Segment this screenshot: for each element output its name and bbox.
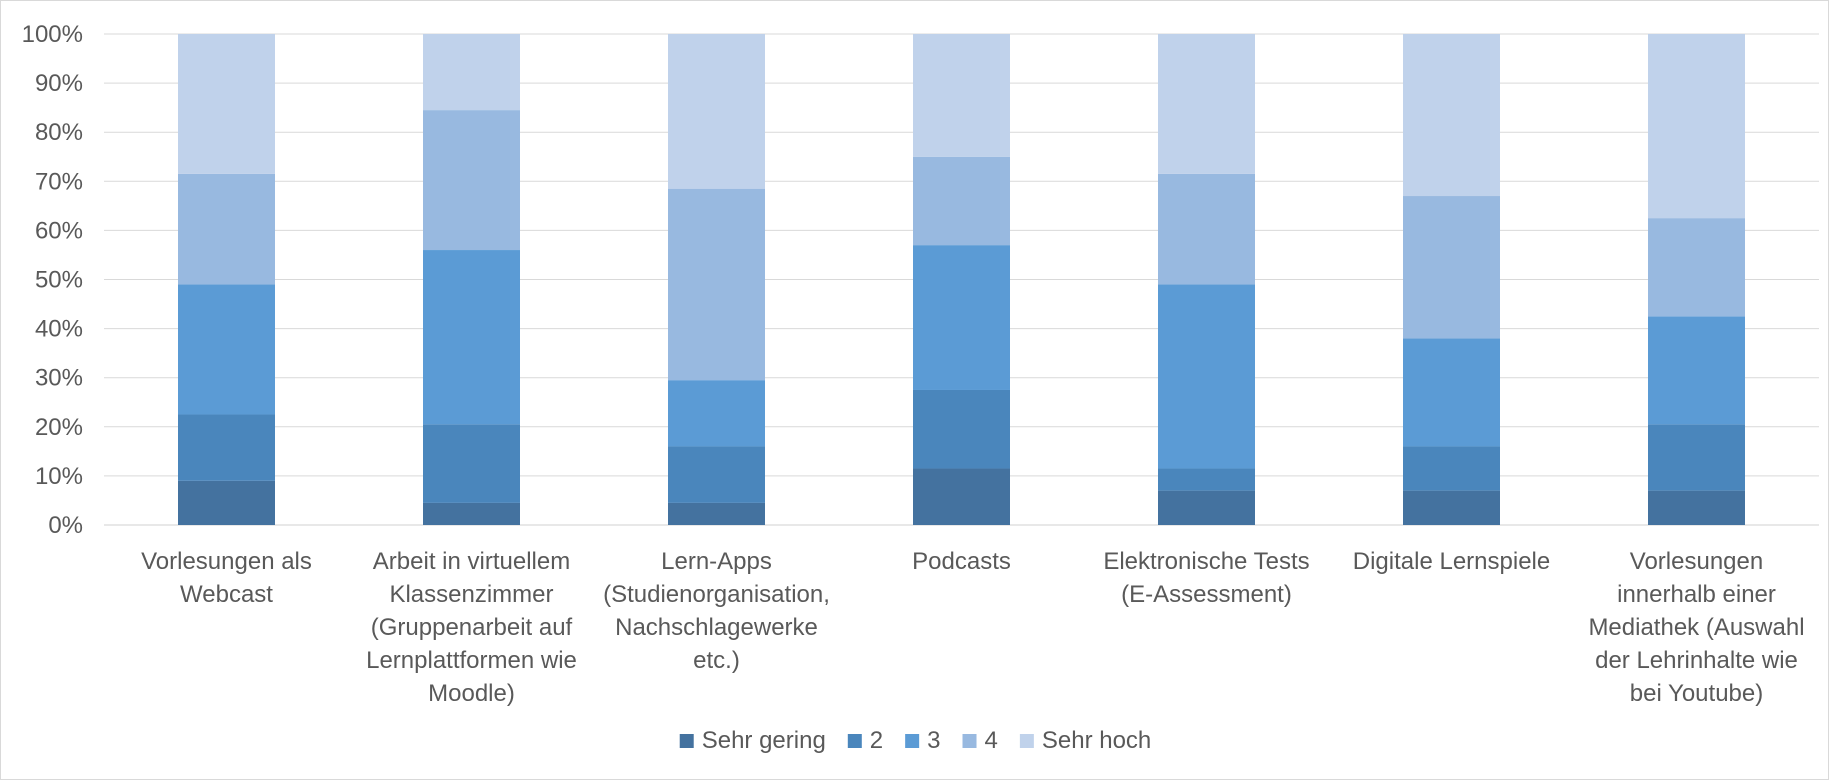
bar-segment bbox=[1403, 196, 1500, 339]
bar-segment bbox=[668, 380, 765, 447]
bar-segment bbox=[1403, 34, 1500, 197]
legend-label: 3 bbox=[927, 727, 940, 754]
legend-item: Sehr gering bbox=[679, 727, 826, 754]
x-category-label-line: Vorlesungen als bbox=[141, 548, 312, 575]
y-tick-label: 90% bbox=[35, 70, 83, 97]
legend-item: 2 bbox=[847, 727, 883, 754]
y-tick-label: 20% bbox=[35, 414, 83, 441]
bar-segment bbox=[1648, 424, 1745, 491]
y-tick-label: 80% bbox=[35, 119, 83, 146]
bar-segment bbox=[1158, 490, 1255, 525]
bar-segment bbox=[1403, 490, 1500, 525]
x-category-label-line: Podcasts bbox=[912, 548, 1011, 575]
x-category-label-line: Lernplattformen wie bbox=[366, 647, 577, 674]
legend-label: 2 bbox=[870, 727, 883, 754]
x-category-label-line: (Studienorganisation, bbox=[603, 581, 830, 608]
x-category-label-line: etc.) bbox=[693, 647, 740, 674]
bar-segment bbox=[178, 284, 275, 415]
bar-segment bbox=[1648, 34, 1745, 219]
bar-segment bbox=[1403, 446, 1500, 491]
bar-segment bbox=[913, 34, 1010, 157]
x-category-label-line: Klassenzimmer bbox=[389, 581, 553, 608]
x-category-label: Podcasts bbox=[912, 548, 1011, 575]
bar-segment bbox=[1158, 284, 1255, 469]
x-category-label-line: Elektronische Tests bbox=[1103, 548, 1309, 575]
x-category-label: Lern-Apps (Studienorganisation, Nachschlag… bbox=[603, 548, 830, 674]
bar-segment bbox=[1648, 218, 1745, 317]
bar-segment bbox=[178, 173, 275, 285]
x-category-label: Digitale Lernspiele bbox=[1353, 548, 1550, 575]
legend-swatch bbox=[847, 734, 862, 748]
x-category-label-line: Nachschlagewerke bbox=[615, 614, 818, 641]
legend-swatch bbox=[905, 734, 920, 748]
bar-segment bbox=[423, 34, 520, 111]
x-axis-labels: Vorlesungen als Webcast Arbeit in virtuell… bbox=[141, 548, 1804, 707]
legend-swatch bbox=[1019, 734, 1034, 748]
legend-item: 4 bbox=[962, 727, 998, 754]
bars bbox=[178, 34, 1745, 525]
y-tick-label: 50% bbox=[35, 267, 83, 294]
legend-swatch bbox=[679, 734, 694, 748]
x-category-label-line: der Lehrinhalte wie bbox=[1595, 647, 1798, 674]
x-category-label-line: innerhalb einer bbox=[1617, 581, 1776, 608]
bar-segment bbox=[423, 110, 520, 251]
bar-segment bbox=[423, 502, 520, 525]
bar-segment bbox=[913, 389, 1010, 469]
x-category-label: Elektronische Tests (E-Assessment) bbox=[1103, 548, 1309, 608]
legend-label: 4 bbox=[985, 727, 998, 754]
bar-segment bbox=[178, 414, 275, 481]
x-category-label: Vorlesungen als Webcast bbox=[141, 548, 312, 608]
y-tick-label: 100% bbox=[22, 21, 83, 48]
bar-segment bbox=[913, 156, 1010, 246]
y-tick-label: 60% bbox=[35, 217, 83, 244]
y-tick-label: 40% bbox=[35, 316, 83, 343]
bar-segment bbox=[668, 34, 765, 189]
bar-segment bbox=[1648, 316, 1745, 425]
x-category-label-line: bei Youtube) bbox=[1630, 680, 1763, 707]
bar-segment bbox=[423, 424, 520, 503]
bar-segment bbox=[1158, 34, 1255, 174]
x-category-label-line: (E-Assessment) bbox=[1121, 581, 1292, 608]
x-category-label: Vorlesungen innerhalb einer Mediathek (Aus… bbox=[1588, 548, 1804, 707]
y-tick-label: 30% bbox=[35, 365, 83, 392]
bar-segment bbox=[1158, 468, 1255, 491]
bar-segment bbox=[1648, 490, 1745, 525]
bar-segment bbox=[913, 245, 1010, 390]
bar-segment bbox=[668, 502, 765, 525]
bar-segment bbox=[913, 468, 1010, 525]
bar-segment bbox=[178, 480, 275, 525]
bar-segment bbox=[178, 34, 275, 174]
legend: Sehr gering 2 3 4 Sehr hoch bbox=[679, 727, 1151, 754]
x-category-label-line: Digitale Lernspiele bbox=[1353, 548, 1550, 575]
x-category-label-line: (Gruppenarbeit auf bbox=[371, 614, 573, 641]
x-category-label-line: Moodle) bbox=[428, 680, 515, 707]
y-tick-label: 70% bbox=[35, 168, 83, 195]
x-category-label-line: Lern-Apps bbox=[661, 548, 772, 575]
x-category-label-line: Vorlesungen bbox=[1630, 548, 1763, 575]
legend-label: Sehr hoch bbox=[1042, 727, 1151, 754]
x-category-label-line: Webcast bbox=[180, 581, 273, 608]
x-category-label: Arbeit in virtuellem Klassenzimmer (Gruppe… bbox=[366, 548, 577, 707]
bar-segment bbox=[1403, 338, 1500, 447]
x-category-label-line: Mediathek (Auswahl bbox=[1588, 614, 1804, 641]
y-axis-ticks: 0% 10% 20% 30% 40% 50% 60% 70% 80% 90% 100% bbox=[22, 21, 83, 539]
x-category-label-line: Arbeit in virtuellem bbox=[373, 548, 570, 575]
bar-segment bbox=[423, 250, 520, 425]
y-tick-label: 10% bbox=[35, 463, 83, 490]
bar-segment bbox=[668, 446, 765, 503]
legend-item: Sehr hoch bbox=[1019, 727, 1151, 754]
bar-segment bbox=[668, 188, 765, 381]
legend-item: 3 bbox=[905, 727, 941, 754]
legend-label: Sehr gering bbox=[702, 727, 826, 754]
y-tick-label: 0% bbox=[48, 512, 83, 539]
bar-segment bbox=[1158, 173, 1255, 285]
legend-swatch bbox=[962, 734, 977, 748]
